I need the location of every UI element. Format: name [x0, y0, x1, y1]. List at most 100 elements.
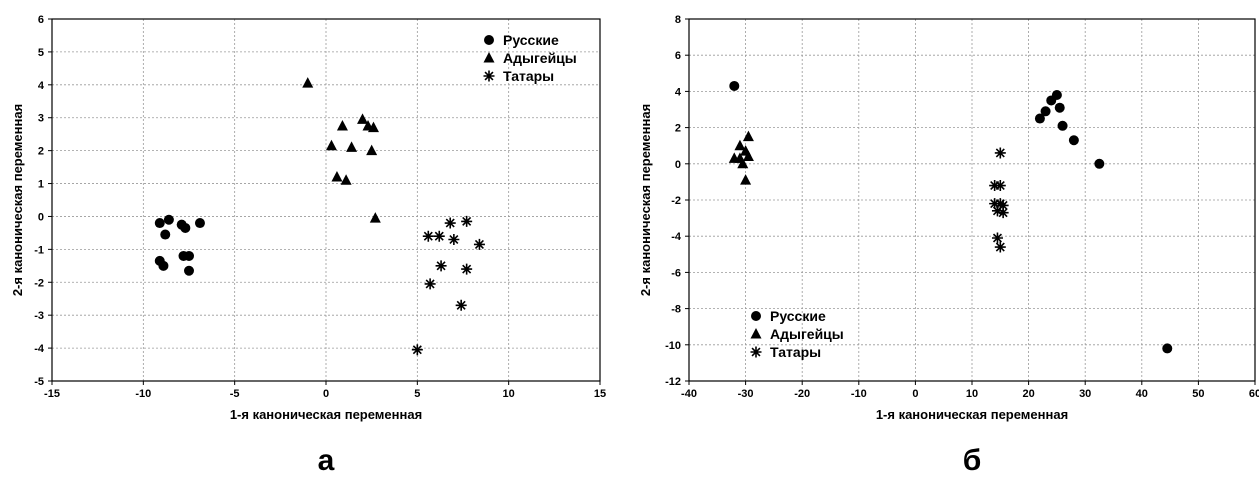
x-tick-label: 5	[414, 388, 420, 400]
legend: Русские Адыгейцы Татары	[750, 308, 844, 360]
data-point-asterisk	[444, 217, 456, 229]
data-point-triangle	[734, 139, 746, 151]
data-point-circle	[1040, 106, 1051, 117]
x-tick-label: 50	[1192, 388, 1204, 400]
data-point-asterisk	[991, 205, 1003, 217]
data-point-circle	[154, 218, 165, 229]
legend-marker-triangle	[750, 328, 762, 339]
x-tick-label: 30	[1079, 388, 1091, 400]
legend-entry: Адыгейцы	[503, 50, 577, 66]
x-tick-label: 0	[912, 388, 918, 400]
data-point-asterisk	[448, 233, 460, 245]
data-point-circle	[160, 229, 171, 240]
x-tick-label: 15	[594, 388, 606, 400]
y-axis-label: 2-я каноническая переменная	[640, 104, 653, 296]
data-point-circle	[1162, 343, 1173, 354]
y-tick-label: 3	[38, 113, 44, 125]
data-point-asterisk	[461, 263, 473, 275]
data-point-triangle	[336, 119, 348, 131]
data-point-circle	[163, 214, 174, 225]
data-point-asterisk	[435, 260, 447, 272]
data-point-asterisk	[422, 230, 434, 242]
x-tick-label: -10	[851, 388, 867, 400]
data-point-triangle	[325, 139, 337, 151]
data-point-circle	[1034, 113, 1045, 124]
legend: Русские Адыгейцы Татары	[483, 32, 577, 84]
data-point-circle	[158, 260, 169, 271]
x-tick-label: -40	[681, 388, 697, 400]
data-point-asterisk	[461, 215, 473, 227]
y-tick-label: 1	[38, 179, 44, 191]
data-point-triangle	[340, 174, 352, 185]
data-point-circle	[180, 222, 191, 233]
series-circle	[729, 80, 1173, 354]
legend-entry: Русские	[770, 308, 826, 324]
y-tick-label: 2	[675, 123, 681, 135]
y-tick-label: -3	[34, 310, 44, 322]
y-tick-label: 0	[675, 159, 681, 171]
y-tick-label: 2	[38, 146, 44, 158]
data-point-asterisk	[997, 199, 1009, 211]
data-point-circle	[1054, 102, 1065, 113]
data-point-circle	[729, 80, 740, 91]
y-tick-label: -2	[34, 277, 44, 289]
legend-marker-asterisk	[750, 346, 762, 358]
x-tick-label: -10	[135, 388, 151, 400]
series-triangle	[728, 130, 754, 185]
data-point-asterisk	[994, 147, 1006, 159]
y-axis-label: 2-я каноническая переменная	[10, 104, 25, 296]
x-tick-label: -15	[44, 388, 60, 400]
data-point-circle	[1046, 95, 1057, 106]
data-point-triangle	[331, 170, 343, 182]
y-tick-label: -2	[671, 195, 681, 207]
x-tick-label: 10	[966, 388, 978, 400]
y-tick-label: -8	[671, 304, 681, 316]
data-point-circle	[1057, 120, 1068, 131]
legend-marker-circle	[751, 311, 761, 321]
data-point-triangle	[366, 144, 378, 156]
data-point-asterisk	[994, 241, 1006, 253]
data-point-triangle	[742, 130, 754, 142]
legend-entry: Татары	[503, 68, 554, 84]
data-point-asterisk	[411, 344, 423, 356]
data-point-triangle	[740, 174, 752, 185]
data-point-asterisk	[997, 207, 1009, 219]
y-tick-label: 6	[675, 50, 681, 62]
panel-label: а	[318, 444, 335, 476]
y-tick-label: -4	[34, 343, 45, 355]
x-axis-label: 1-я каноническая переменная	[876, 407, 1068, 422]
chart-panel-b: -40 -30 -20 -10 0 10 20 30 40 50 60 -12 -10 -8 -6 -4 -2 0…	[638, 0, 1259, 477]
y-tick-label: -10	[665, 340, 681, 352]
legend-entry: Адыгейцы	[770, 326, 844, 342]
y-tick-label: -1	[34, 244, 44, 256]
x-tick-label: -20	[794, 388, 810, 400]
scatter-chart-b: -40 -30 -20 -10 0 10 20 30 40 50 60-12-10-8-6-4-20…	[638, 14, 1259, 477]
y-tick-label: 4	[675, 86, 682, 98]
data-point-asterisk	[455, 299, 467, 311]
data-point-asterisk	[991, 232, 1003, 244]
data-point-asterisk	[994, 180, 1006, 192]
series-asterisk	[411, 215, 485, 356]
data-point-asterisk	[433, 230, 445, 242]
data-point-asterisk	[424, 278, 436, 290]
data-point-triangle	[742, 150, 754, 162]
data-point-triangle	[302, 77, 314, 88]
y-tick-label: 0	[38, 211, 44, 223]
legend-entry: Татары	[770, 344, 821, 360]
legend-entry: Русские	[503, 32, 559, 48]
y-tick-label: 4	[38, 80, 45, 92]
x-tick-label: 10	[503, 388, 515, 400]
y-tick-label: 5	[38, 47, 44, 59]
grid	[688, 18, 1256, 382]
data-point-triangle	[346, 141, 358, 152]
x-tick-label: 0	[323, 388, 329, 400]
x-tick-label: 20	[1022, 388, 1034, 400]
x-tick-label: 60	[1249, 388, 1259, 400]
x-tick-label: -30	[738, 388, 754, 400]
grid	[51, 18, 601, 382]
x-tick-label: 40	[1136, 388, 1148, 400]
data-point-asterisk	[989, 180, 1001, 192]
y-tick-label: -4	[671, 231, 682, 243]
legend-marker-triangle	[483, 52, 495, 63]
